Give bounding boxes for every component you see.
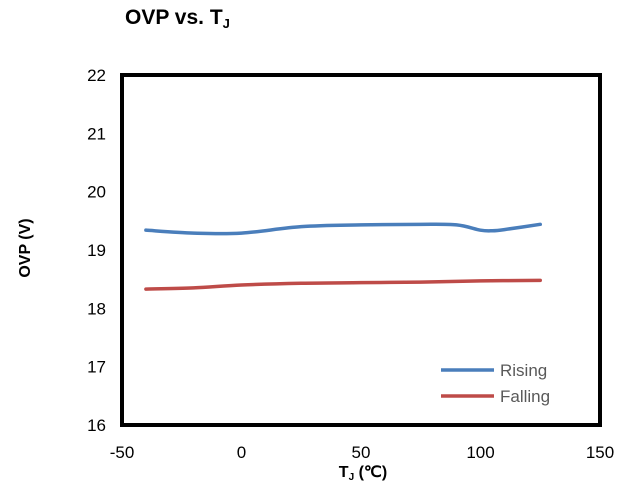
- x-tick-label: 150: [586, 443, 614, 462]
- chart-title: OVP vs. TJ: [125, 6, 230, 31]
- plot-frame: [120, 73, 602, 427]
- y-tick-label: 19: [87, 241, 106, 260]
- x-tick-label: 0: [237, 443, 246, 462]
- x-tick-label: 100: [466, 443, 494, 462]
- y-tick-labels: 16 17 18 19 20 21 22: [87, 66, 106, 435]
- legend-label-falling: Falling: [500, 387, 550, 406]
- y-tick-label: 18: [87, 299, 106, 318]
- y-tick-label: 22: [87, 66, 106, 85]
- x-axis-label-unit: (℃): [354, 464, 388, 481]
- series-line-falling: [144, 278, 542, 291]
- chart-title-subscript: J: [222, 16, 230, 31]
- x-axis-label-subscript: J: [348, 472, 355, 483]
- x-axis-label: TJ (℃): [339, 462, 387, 483]
- x-tick-labels: -50 0 50 100 150: [110, 443, 614, 462]
- y-axis-label: OVP (V): [17, 218, 34, 278]
- x-tick-label: 50: [352, 443, 371, 462]
- y-tick-label: 16: [87, 416, 106, 435]
- x-axis-label-main: T: [338, 464, 349, 481]
- y-tick-label: 17: [87, 358, 106, 377]
- chart-marks: [144, 222, 542, 291]
- series-line-rising: [144, 222, 542, 236]
- y-tick-label: 20: [87, 183, 106, 202]
- chart-title-text: OVP vs. T: [125, 6, 223, 29]
- y-tick-label: 21: [87, 124, 106, 143]
- legend: Rising Falling: [441, 361, 550, 406]
- legend-label-rising: Rising: [500, 361, 547, 380]
- x-tick-label: -50: [110, 443, 135, 462]
